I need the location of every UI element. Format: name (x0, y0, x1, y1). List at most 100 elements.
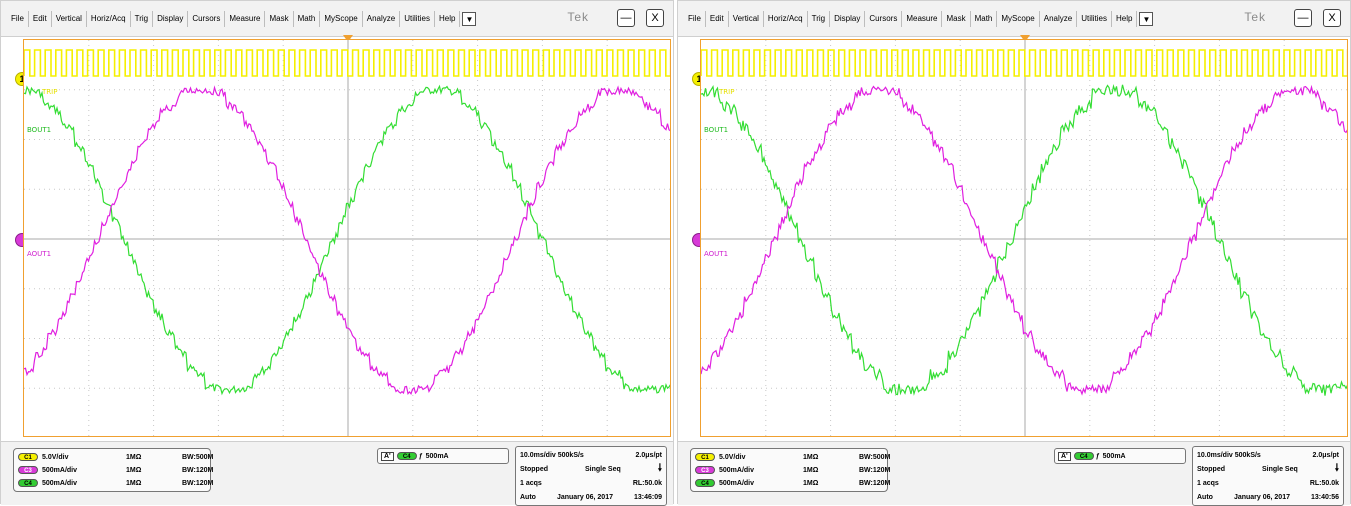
menu: File Edit Vertical Horiz/Acq Trig Displa… (7, 11, 477, 27)
menu-trig[interactable]: Trig (808, 11, 831, 27)
menu-cursors[interactable]: Cursors (188, 11, 226, 27)
ch3-bandwidth: BW:120M (182, 466, 214, 474)
menu-measure[interactable]: Measure (902, 11, 943, 27)
trigger-mode: Auto (1197, 493, 1213, 501)
menu-file[interactable]: File (7, 11, 29, 27)
close-button[interactable]: X (1323, 9, 1341, 27)
scope-window-left: File Edit Vertical Horiz/Acq Trig Displa… (0, 0, 674, 506)
ch1-impedance: 1MΩ (803, 453, 819, 461)
menu-utilities[interactable]: Utilities (1077, 11, 1112, 27)
timebase-row: 10.0ms/div 500kS/s 2.0μs/pt (520, 449, 662, 461)
ch4-impedance: 1MΩ (126, 479, 142, 487)
ch1-scale: 5.0V/div (719, 453, 746, 461)
ch3-impedance: 1MΩ (803, 466, 819, 474)
acq-count: 1 acqs (520, 479, 542, 487)
date: January 06, 2017 (556, 493, 613, 501)
ch4-readout[interactable]: C4 500mA/div 1MΩ BW:120M (695, 477, 890, 489)
ch4-label: BOUT1 (704, 126, 729, 134)
date: January 06, 2017 (1233, 493, 1290, 501)
menu-horiz-acq[interactable]: Horiz/Acq (764, 11, 808, 27)
menu-horiz-acq[interactable]: Horiz/Acq (87, 11, 131, 27)
menu-mask[interactable]: Mask (265, 11, 294, 27)
menu-analyze[interactable]: Analyze (1040, 11, 1078, 27)
ch4-chip: C4 (695, 479, 715, 487)
close-button[interactable]: X (646, 9, 664, 27)
ch3-label: AOUT1 (704, 250, 729, 258)
ch4-impedance: 1MΩ (803, 479, 819, 487)
ch1-readout[interactable]: C1 5.0V/div 1MΩ BW:500M (18, 451, 213, 463)
channel-readout[interactable]: C1 5.0V/div 1MΩ BW:500M C3 500mA/div 1MΩ… (13, 448, 213, 492)
menu-display[interactable]: Display (153, 11, 189, 27)
menu-edit[interactable]: Edit (706, 11, 729, 27)
menu-help[interactable]: Help (435, 11, 461, 27)
ch1-label: TRIP (719, 88, 735, 96)
menu-vertical[interactable]: Vertical (52, 11, 87, 27)
menu-math[interactable]: Math (294, 11, 321, 27)
ch4-scale: 500mA/div (719, 479, 755, 487)
ch3-readout[interactable]: C3 500mA/div 1MΩ BW:120M (18, 464, 213, 476)
arrow-down-icon: 🠗 (1334, 462, 1339, 474)
ch1-chip: C1 (695, 453, 715, 461)
menu-file[interactable]: File (684, 11, 706, 27)
acquisition-readout[interactable]: 10.0ms/div 500kS/s 2.0μs/pt Stopped Sing… (515, 446, 667, 506)
waveform-display[interactable]: TRIP BOUT1 AOUT1 (700, 39, 1348, 437)
timebase: 10.0ms/div 500kS/s (520, 451, 584, 459)
menu: File Edit Vertical Horiz/Acq Trig Displa… (684, 11, 1154, 27)
minimize-button[interactable]: — (1294, 9, 1312, 27)
channel-readout[interactable]: C1 5.0V/div 1MΩ BW:500M C3 500mA/div 1MΩ… (690, 448, 890, 492)
acq-mode: Single Seq (584, 465, 621, 473)
rising-edge-icon: ƒ (1095, 452, 1100, 460)
record-length: RL:50.0k (632, 479, 662, 487)
count-row: 1 acqs RL:50.0k (520, 477, 662, 489)
timebase-row: 10.0ms/div 500kS/s 2.0μs/pt (1197, 449, 1339, 461)
ch4-scale: 500mA/div (42, 479, 78, 487)
trigger-readout[interactable]: A' C4 ƒ 500mA (1054, 448, 1186, 464)
acquisition-readout[interactable]: 10.0ms/div 500kS/s 2.0μs/pt Stopped Sing… (1192, 446, 1344, 506)
menu-measure[interactable]: Measure (225, 11, 266, 27)
ch4-bandwidth: BW:120M (859, 479, 891, 487)
trigger-readout[interactable]: A' C4 ƒ 500mA (377, 448, 509, 464)
menu-myscope[interactable]: MyScope (320, 11, 363, 27)
menu-vertical[interactable]: Vertical (729, 11, 764, 27)
menu-mask[interactable]: Mask (942, 11, 971, 27)
ch1-bandwidth: BW:500M (859, 453, 891, 461)
trigger-level: 500mA (1102, 452, 1126, 460)
status-bar: C1 5.0V/div 1MΩ BW:500M C3 500mA/div 1MΩ… (678, 441, 1350, 506)
state-row: Stopped Single Seq 🠗 (520, 463, 662, 475)
ch1-readout[interactable]: C1 5.0V/div 1MΩ BW:500M (695, 451, 890, 463)
trigger-position-icon[interactable] (1020, 35, 1030, 42)
scope-window-right: File Edit Vertical Horiz/Acq Trig Displa… (677, 0, 1351, 506)
trigger-source-chip: C4 (1073, 452, 1094, 460)
sample-interval: 2.0μs/pt (635, 451, 662, 459)
minimize-button[interactable]: — (617, 9, 635, 27)
ch4-readout[interactable]: C4 500mA/div 1MΩ BW:120M (18, 477, 213, 489)
ch4-bandwidth: BW:120M (182, 479, 214, 487)
arrow-down-icon: 🠗 (657, 462, 662, 474)
dropdown-arrow-icon[interactable]: ▼ (462, 12, 477, 26)
ch1-chip: C1 (18, 453, 38, 461)
menu-help[interactable]: Help (1112, 11, 1138, 27)
menu-math[interactable]: Math (971, 11, 998, 27)
sample-interval: 2.0μs/pt (1312, 451, 1339, 459)
acq-mode: Single Seq (1261, 465, 1298, 473)
acq-count: 1 acqs (1197, 479, 1219, 487)
ch3-bandwidth: BW:120M (859, 466, 891, 474)
count-row: 1 acqs RL:50.0k (1197, 477, 1339, 489)
ch1-impedance: 1MΩ (126, 453, 142, 461)
menu-cursors[interactable]: Cursors (865, 11, 903, 27)
ch3-chip: C3 (695, 466, 715, 474)
ch1-scale: 5.0V/div (42, 453, 69, 461)
menu-trig[interactable]: Trig (131, 11, 154, 27)
menu-myscope[interactable]: MyScope (997, 11, 1040, 27)
menu-display[interactable]: Display (830, 11, 866, 27)
menu-edit[interactable]: Edit (29, 11, 52, 27)
ch3-readout[interactable]: C3 500mA/div 1MΩ BW:120M (695, 464, 890, 476)
waveform-display[interactable]: TRIP BOUT1 AOUT1 (23, 39, 671, 437)
menu-analyze[interactable]: Analyze (363, 11, 401, 27)
dropdown-arrow-icon[interactable]: ▼ (1139, 12, 1154, 26)
timebase: 10.0ms/div 500kS/s (1197, 451, 1261, 459)
menu-utilities[interactable]: Utilities (400, 11, 435, 27)
trigger-position-icon[interactable] (343, 35, 353, 42)
time: 13:46:09 (633, 493, 662, 501)
acq-state: Stopped (520, 465, 548, 473)
